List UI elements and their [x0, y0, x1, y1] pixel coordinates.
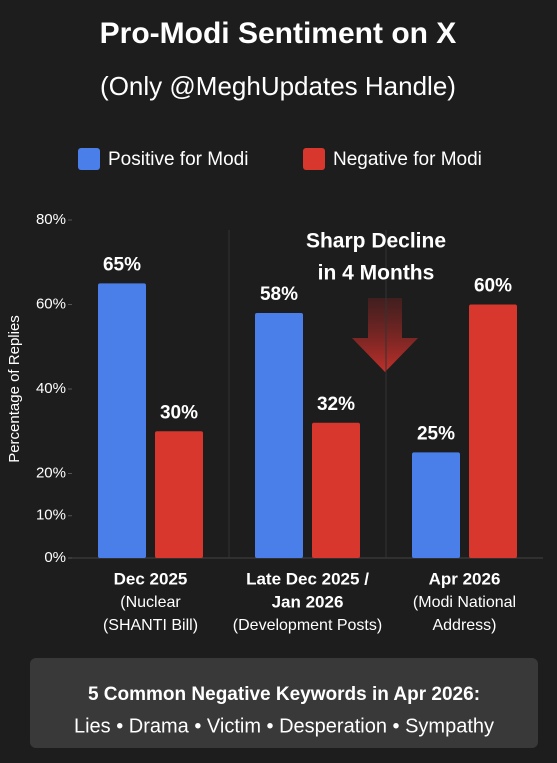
value-label: 65%	[103, 254, 141, 275]
x-tick-label: Jan 2026	[272, 592, 344, 611]
legend-label: Negative for Modi	[333, 149, 482, 170]
y-tick-label: 0%	[44, 549, 66, 566]
x-tick-label: Late Dec 2025 /	[246, 569, 369, 588]
chart-subtitle: (Only @MeghUpdates Handle)	[100, 71, 456, 101]
bar	[155, 431, 203, 558]
footer-text: Lies • Drama • Victim • Desperation • Sy…	[74, 715, 494, 737]
bar	[312, 422, 360, 558]
y-tick-label: 40%	[36, 380, 66, 397]
legend-swatch	[78, 148, 100, 170]
y-tick-label: 80%	[36, 211, 66, 228]
decline-arrow	[352, 298, 418, 372]
y-tick-label: 20%	[36, 464, 66, 481]
value-label: 30%	[160, 402, 198, 423]
annotation: Sharp Decline	[306, 230, 446, 253]
legend-swatch	[303, 148, 325, 170]
footer-title: 5 Common Negative Keywords in Apr 2026:	[88, 684, 480, 705]
x-tick-detail: (Development Posts)	[233, 617, 382, 634]
value-label: 60%	[474, 276, 512, 297]
footer-box	[30, 658, 538, 748]
x-tick-detail: Address)	[432, 617, 496, 634]
x-tick-detail: (Nuclear	[120, 594, 181, 611]
x-tick-detail: (Modi National	[413, 594, 516, 611]
annotation: in 4 Months	[318, 262, 435, 285]
x-tick-label: Dec 2025	[114, 569, 188, 588]
bar	[98, 283, 146, 558]
y-tick-label: 60%	[36, 295, 66, 312]
value-label: 32%	[317, 394, 355, 415]
y-axis-label: Percentage of Replies	[6, 315, 23, 463]
bar	[255, 312, 303, 558]
legend-label: Positive for Modi	[108, 149, 248, 170]
x-tick-detail: (SHANTI Bill)	[103, 617, 198, 634]
y-tick-label: 10%	[36, 507, 66, 524]
value-label: 25%	[417, 423, 455, 444]
chart-title: Pro-Modi Sentiment on X	[100, 17, 457, 50]
value-label: 58%	[260, 284, 298, 305]
bar	[469, 304, 517, 558]
x-tick-label: Apr 2026	[429, 569, 501, 588]
bar	[412, 452, 460, 558]
